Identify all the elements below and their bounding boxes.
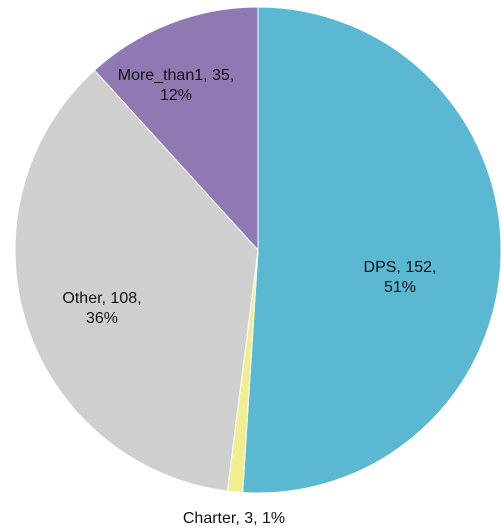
slice-label-dps: DPS, 152, 51%: [364, 259, 437, 296]
slice-label-charter: Charter, 3, 1%: [183, 510, 285, 527]
pie-slice-more-than1: [93, 6, 259, 252]
slice-label-more-than1: More_than1, 35, 12%: [118, 67, 235, 104]
pie-slice-other: [14, 69, 259, 492]
slices-layer: [14, 6, 501, 494]
labels-layer: DPS, 152, 51% Charter, 3, 1% Other, 108, 36%…: [62, 67, 436, 527]
slice-label-other: Other, 108, 36%: [62, 290, 141, 327]
pie-slice-dps: [242, 6, 501, 494]
